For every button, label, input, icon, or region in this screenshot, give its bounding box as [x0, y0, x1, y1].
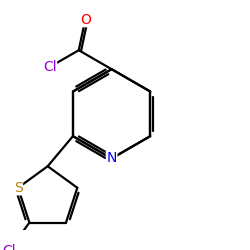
Text: Cl: Cl: [2, 244, 16, 250]
Text: O: O: [80, 13, 91, 27]
Text: S: S: [14, 181, 22, 195]
Text: N: N: [106, 152, 117, 166]
Text: Cl: Cl: [43, 60, 57, 74]
